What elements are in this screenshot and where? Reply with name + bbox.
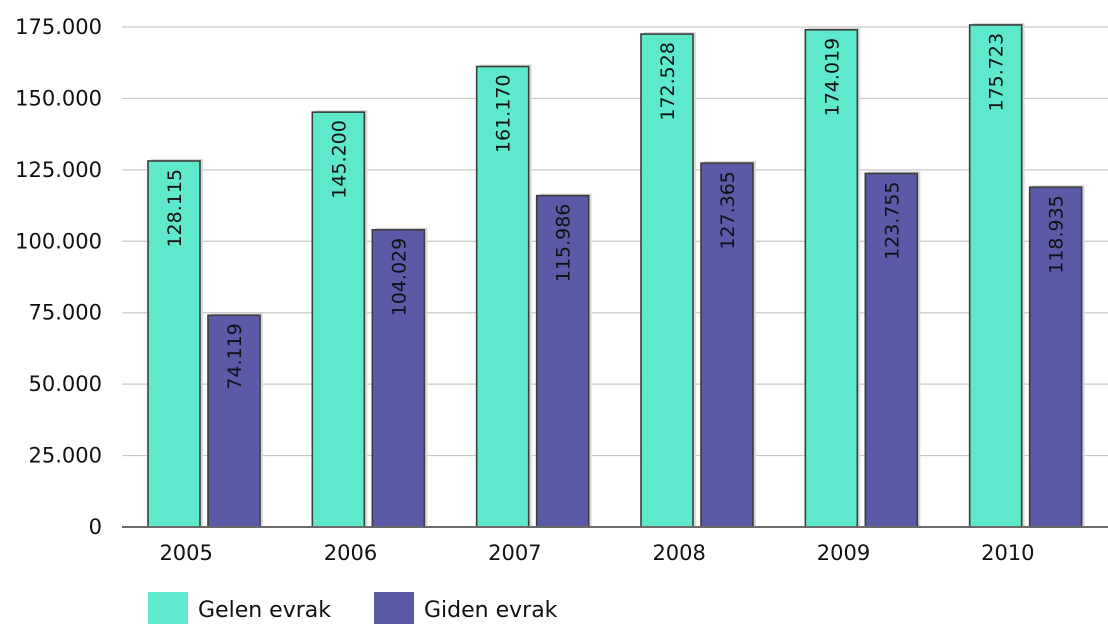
x-tick-label: 2006 <box>324 541 377 565</box>
data-label: 127.365 <box>717 171 739 250</box>
bar-gelen-2010 <box>968 24 1023 528</box>
x-tick-label: 2010 <box>981 541 1034 565</box>
data-label: 123.755 <box>881 181 903 260</box>
legend-swatch-giden <box>374 592 414 624</box>
bars: 128.115 74.119 145.200 104.029 161.170 115.98… <box>147 22 1085 528</box>
data-label: 145.200 <box>328 120 350 199</box>
y-tick-label: 175.000 <box>15 15 102 39</box>
x-tick-label: 2009 <box>817 541 870 565</box>
data-label: 118.935 <box>1046 195 1068 274</box>
data-label: 115.986 <box>553 204 575 283</box>
bar-gelen-2007 <box>475 65 530 528</box>
y-tick-label: 100.000 <box>15 229 102 253</box>
data-label: 172.528 <box>657 42 679 121</box>
bar-gelen-2005 <box>147 160 201 528</box>
legend-label-giden: Giden evrak <box>424 598 558 623</box>
data-label: 74.119 <box>224 323 246 389</box>
grid-lines <box>122 26 1108 457</box>
bar-gelen-2009 <box>804 29 859 528</box>
y-tick-label: 50.000 <box>29 372 102 396</box>
bar-giden-2010 <box>1028 186 1083 528</box>
bar-giden-2006 <box>371 228 426 528</box>
bar-giden-2007 <box>535 194 590 528</box>
y-tick-label: 150.000 <box>15 86 102 110</box>
data-label: 174.019 <box>821 38 843 117</box>
y-tick-label: 25.000 <box>29 444 102 468</box>
x-tick-label: 2008 <box>652 541 705 565</box>
data-label: 161.170 <box>493 75 515 154</box>
data-label: 128.115 <box>164 169 186 248</box>
data-label: 104.029 <box>388 238 410 317</box>
y-tick-label: 75.000 <box>29 301 102 325</box>
x-tick-label: 2007 <box>488 541 541 565</box>
legend: Gelen evrak Giden evrak <box>148 592 558 624</box>
bar-giden-2009 <box>864 172 919 528</box>
x-tick-label: 2005 <box>159 541 212 565</box>
y-tick-label: 0 <box>89 515 102 539</box>
axes: 0 25.000 50.000 75.000 100.000 125.000 150.000… <box>15 15 1108 565</box>
bar-giden-2005 <box>207 314 261 528</box>
data-label: 175.723 <box>986 33 1008 112</box>
legend-swatch-gelen <box>148 592 188 624</box>
y-tick-label: 125.000 <box>15 158 102 182</box>
bar-giden-2008 <box>700 162 754 528</box>
bar-gelen-2006 <box>311 111 366 528</box>
legend-label-gelen: Gelen evrak <box>198 598 331 623</box>
